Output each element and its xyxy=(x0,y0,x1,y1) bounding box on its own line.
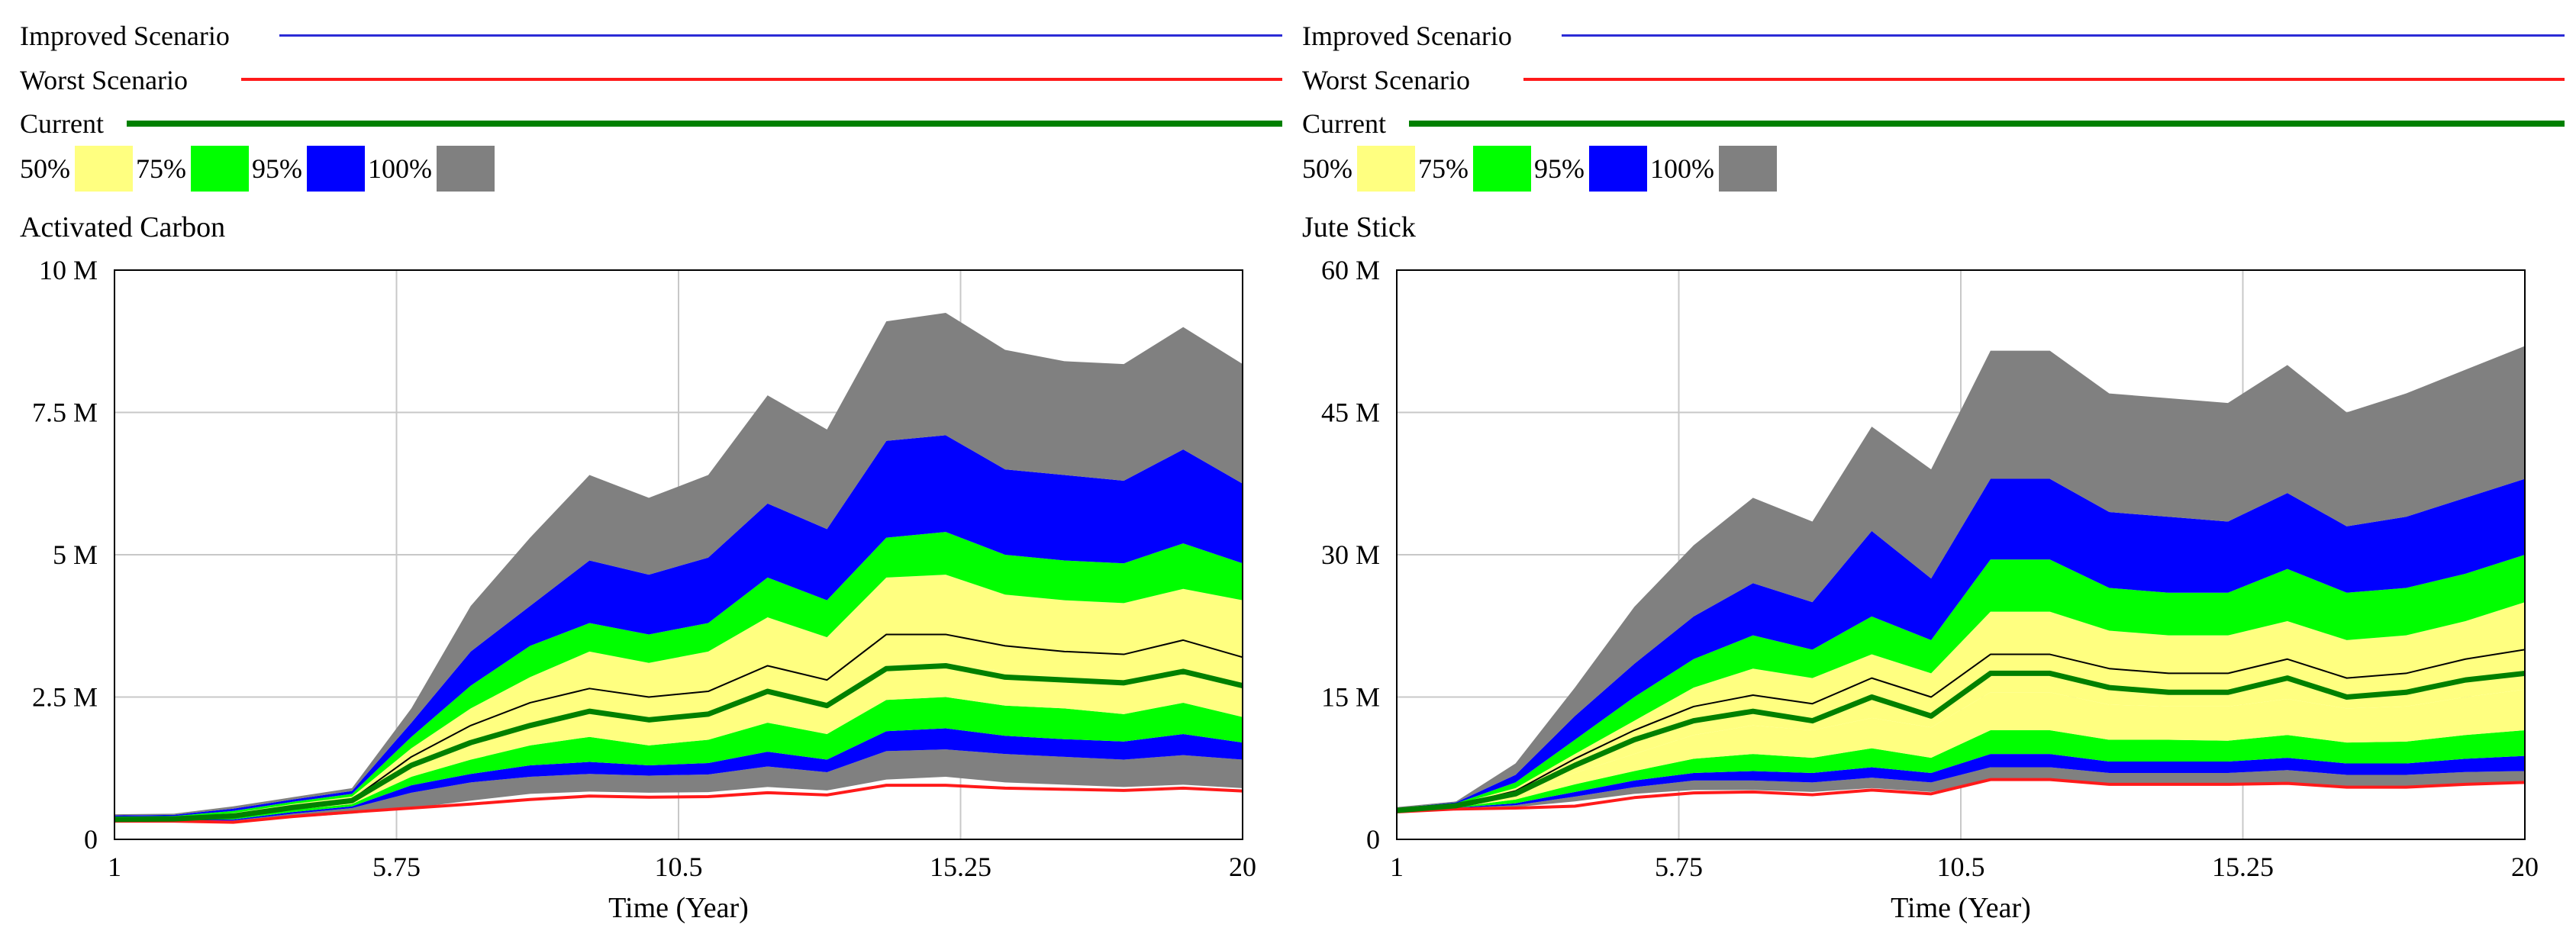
x-tick-label: 1 xyxy=(108,852,121,882)
band-50-lower xyxy=(114,662,1243,820)
y-tick-label: 0 xyxy=(1366,824,1380,855)
x-tick-label: 20 xyxy=(2511,852,2539,882)
x-tick-label: 5.75 xyxy=(1655,852,1703,882)
legend-improved: Improved Scenario xyxy=(1302,18,2565,53)
band-50-swatch xyxy=(75,146,133,192)
legend-worst: Worst Scenario xyxy=(1302,63,2565,98)
band-100-label: 100% xyxy=(1650,153,1714,184)
series-worst-line xyxy=(1396,778,2526,813)
y-tick-label: 0 xyxy=(84,824,98,855)
x-tick-label: 15.25 xyxy=(2212,852,2274,882)
band-100-upper xyxy=(1397,346,2525,808)
series-improved-line xyxy=(1396,649,2526,811)
legend-improved: Improved Scenario xyxy=(20,18,1282,53)
band-75-lower xyxy=(114,697,1243,821)
band-75-swatch xyxy=(191,146,249,192)
band-50-label: 50% xyxy=(1302,153,1352,184)
x-tick-label: 20 xyxy=(1229,852,1256,882)
legend-current-line xyxy=(1409,121,2565,127)
band-100-upper xyxy=(114,312,1243,816)
plot-frame xyxy=(114,269,1243,840)
confidence-legend: 50% 75% 95% 100% xyxy=(1302,145,1780,192)
legend-worst-label: Worst Scenario xyxy=(20,65,189,95)
y-tick-label: 45 M xyxy=(1321,398,1380,428)
band-95-swatch xyxy=(1589,146,1647,192)
legend-worst-label: Worst Scenario xyxy=(1302,65,1471,95)
chart-activated-carbon: 0 2.5 M 5 M 7.5 M 10 M 1 5.75 10.5 15.25 20 Time (… xyxy=(32,255,1256,924)
legend-worst-line xyxy=(1523,78,2565,81)
x-axis-label: Time (Year) xyxy=(608,892,749,924)
band-75-label: 75% xyxy=(1418,153,1469,184)
chart-title: Activated Carbon xyxy=(20,211,226,243)
y-tick-label: 15 M xyxy=(1321,682,1380,713)
x-axis-label: Time (Year) xyxy=(1891,892,2031,924)
x-tick-label: 5.75 xyxy=(372,852,421,882)
chart-panel-activated-carbon: Improved Scenario Worst Scenario Current… xyxy=(0,0,1282,950)
band-50-lower xyxy=(1397,689,2525,811)
y-tick-label: 10 M xyxy=(39,255,98,285)
legend-worst-line xyxy=(241,78,1282,81)
legend-improved-label: Improved Scenario xyxy=(1302,21,1512,51)
band-75-upper xyxy=(1397,555,2525,810)
legend-worst: Worst Scenario xyxy=(20,63,1282,98)
chart-panel-jute-stick: Improved Scenario Worst Scenario Current… xyxy=(1282,0,2565,950)
band-100-swatch xyxy=(437,146,495,192)
legend-current: Current xyxy=(1302,106,2565,141)
y-tick-label: 2.5 M xyxy=(32,682,98,713)
legend-improved-line xyxy=(1562,34,2565,37)
legend-current: Current xyxy=(20,106,1282,141)
legend-current-label: Current xyxy=(1302,108,1386,139)
band-50-label: 50% xyxy=(20,153,70,184)
band-95-lower xyxy=(114,728,1243,822)
band-95-upper xyxy=(114,435,1243,817)
x-tick-label: 10.5 xyxy=(655,852,703,882)
legend-current-label: Current xyxy=(20,108,104,139)
band-95-swatch xyxy=(307,146,365,192)
band-100-lower xyxy=(114,749,1243,823)
band-100-lower xyxy=(1397,767,2525,813)
x-tick-label: 10.5 xyxy=(1937,852,1985,882)
x-tick-label: 15.25 xyxy=(930,852,991,882)
band-95-lower xyxy=(1397,754,2525,812)
x-tick-label: 1 xyxy=(1390,852,1404,882)
series-current-line xyxy=(114,662,1243,823)
series-worst-line xyxy=(114,784,1243,824)
band-100-label: 100% xyxy=(368,153,432,184)
band-100-swatch xyxy=(1719,146,1777,192)
series-current-line xyxy=(1396,670,2526,813)
legend-improved-line xyxy=(279,34,1282,37)
chart-title: Jute Stick xyxy=(1302,211,1416,243)
legend-improved-label: Improved Scenario xyxy=(20,21,230,51)
band-95-label: 95% xyxy=(1534,153,1585,184)
legend-current-line xyxy=(127,121,1282,127)
band-50-upper xyxy=(1397,602,2525,811)
plot-frame xyxy=(1396,269,2526,840)
y-tick-label: 5 M xyxy=(53,539,98,570)
chart-jute-stick: 0 15 M 30 M 45 M 60 M 1 5.75 10.5 15.25 20 Time (Y… xyxy=(1321,255,2539,924)
y-tick-label: 30 M xyxy=(1321,539,1380,570)
y-tick-label: 60 M xyxy=(1321,255,1380,285)
band-75-lower xyxy=(1397,730,2525,812)
confidence-legend: 50% 75% 95% 100% xyxy=(20,145,498,192)
band-75-label: 75% xyxy=(136,153,186,184)
band-75-swatch xyxy=(1473,146,1531,192)
band-95-upper xyxy=(1397,478,2525,810)
y-tick-label: 7.5 M xyxy=(32,398,98,428)
band-95-label: 95% xyxy=(252,153,302,184)
band-50-upper xyxy=(114,575,1243,820)
band-50-swatch xyxy=(1357,146,1415,192)
